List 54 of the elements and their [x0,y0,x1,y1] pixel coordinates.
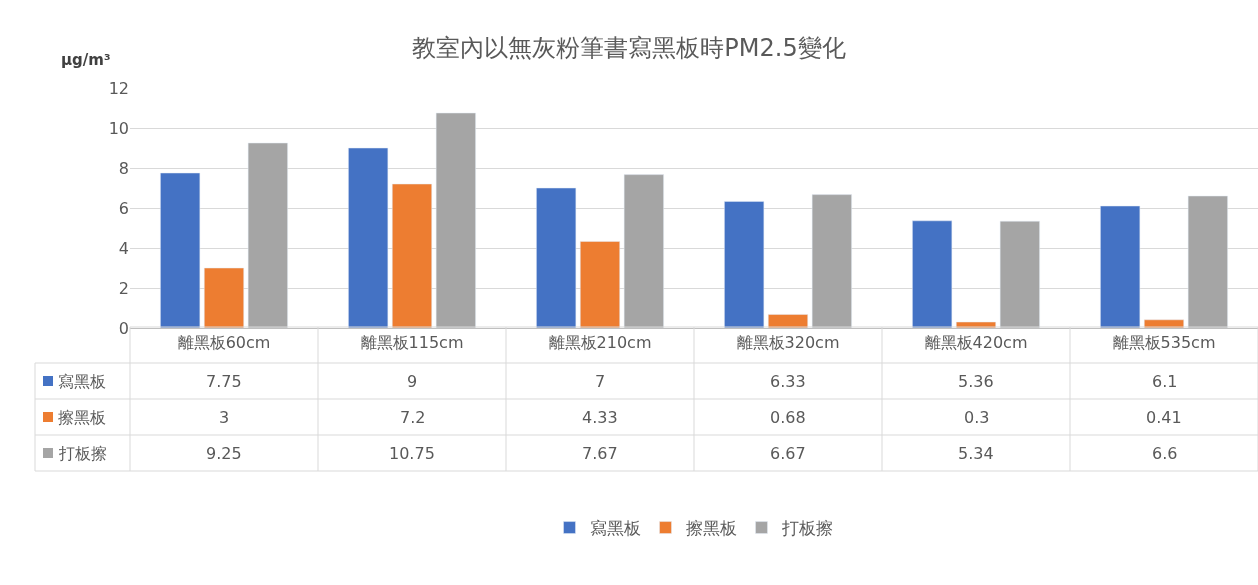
legend-label: 寫黑板 [58,372,106,391]
data-label: 9 [407,372,418,391]
y-tick-label: 0 [118,318,129,338]
data-label: 0.68 [770,408,806,427]
bar [912,220,953,328]
bar [1187,195,1228,328]
bar [536,187,577,328]
bar [204,267,244,328]
data-label: 5.36 [958,372,994,391]
bar [160,172,201,328]
y-tick-label: 6 [118,198,129,218]
data-label: 6.1 [1152,372,1178,391]
bar [811,194,852,328]
text: 打板擦 [781,518,833,539]
y-tick-label: 4 [118,238,129,258]
data-label: 7.75 [206,372,242,391]
bar [1100,205,1141,328]
x-tick-label: 離黑板210cm [548,333,652,353]
data-label: 7 [595,372,606,391]
legend-label: 擦黑板 [58,408,106,427]
x-tick-label: 離黑板60cm [177,333,271,353]
bar [999,220,1040,328]
y-axis-title: μg/m³ [61,51,111,69]
text: 寫黑板 [589,518,641,539]
chart-title: 教室內以無灰粉筆書寫黑板時PM2.5變化 [412,34,846,63]
bar [435,112,476,328]
data-label: 4.33 [582,408,618,427]
data-label: 6.67 [770,444,806,463]
y-tick-label: 2 [118,278,129,298]
legend-label: 打板擦 [58,444,107,463]
x-tick-label: 離黑板420cm [924,333,1028,353]
bar [623,174,664,328]
x-tick-label: 離黑板115cm [360,333,464,353]
x-tick-label: 離黑板535cm [1112,333,1216,353]
y-tick-label: 12 [108,78,129,98]
text: 擦黑板 [685,518,737,539]
data-label: 9.25 [206,444,242,463]
data-label: 0.3 [964,408,990,427]
bar [348,147,389,328]
bar [724,201,765,328]
data-label: 7.67 [582,444,618,463]
bar [392,183,432,328]
y-tick-label: 8 [118,158,129,178]
bar [247,142,288,328]
data-label: 3 [219,408,230,427]
bar [580,241,620,328]
data-label: 0.41 [1146,408,1182,427]
data-label: 6.33 [770,372,806,391]
data-label: 7.2 [400,408,426,427]
data-label: 10.75 [389,444,435,463]
y-tick-label: 10 [108,118,129,138]
data-label: 5.34 [958,444,994,463]
data-label: 6.6 [1152,444,1178,463]
x-tick-label: 離黑板320cm [736,333,840,353]
